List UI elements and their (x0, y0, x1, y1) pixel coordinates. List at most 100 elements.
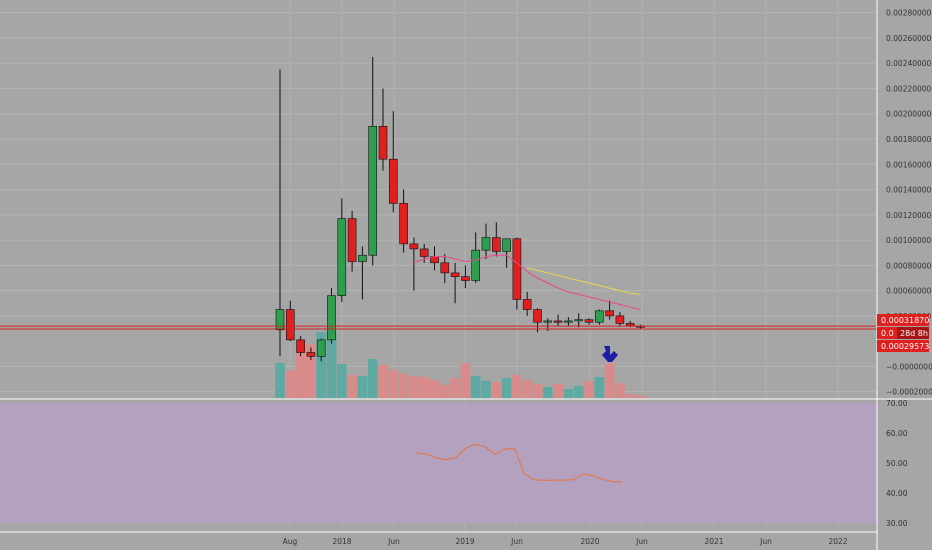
price-tick-label: −0.00000000 (886, 362, 932, 371)
countdown-badge: 28d 8h (900, 329, 928, 338)
ma-short-line (413, 254, 641, 311)
candle-up (502, 238, 511, 252)
volume-bar (357, 376, 368, 398)
volume-bar (398, 374, 409, 398)
time-tick-label: Jun (387, 537, 400, 546)
candle-up (471, 249, 481, 281)
price-tick-label: 0.00220000 (886, 84, 932, 93)
candle-down (347, 218, 357, 262)
candle-down (533, 309, 542, 323)
candle-up (564, 320, 573, 323)
price-tick-label: 0.00100000 (886, 236, 932, 245)
candle-down (553, 320, 563, 323)
candle-down (491, 237, 501, 252)
candle-up (574, 319, 584, 322)
volume-bar (378, 365, 388, 398)
volume-bar (553, 384, 563, 398)
candle-down (625, 323, 635, 327)
candle-up (481, 237, 491, 251)
time-tick-label: Jun (759, 537, 772, 546)
volume-bar (450, 378, 460, 398)
volume-bar (522, 380, 533, 398)
volume-bar (512, 375, 522, 398)
volume-bar (635, 396, 646, 398)
rsi-line (416, 443, 623, 483)
candle-down (399, 203, 408, 245)
price-tick-label: 0.00080000 (886, 261, 932, 270)
rsi-axis[interactable]: 70.00 60.00 50.00 40.00 30.00 (886, 399, 908, 528)
volume-bars (275, 332, 646, 398)
volume-bar (409, 376, 419, 398)
time-tick-label: 2021 (704, 537, 723, 546)
rsi-tick-label: 30.00 (886, 519, 908, 528)
candle-down (378, 126, 388, 160)
price-badge-lower-bg (877, 340, 929, 352)
price-tick-label: 0.00180000 (886, 135, 932, 144)
candle-down (440, 262, 450, 274)
down-arrow-icon (602, 346, 618, 362)
rsi-band (0, 403, 877, 523)
price-tick-label: 0.00060000 (886, 287, 932, 296)
volume-bar (460, 363, 471, 398)
candle-up (543, 320, 553, 323)
volume-bar (295, 344, 306, 398)
volume-bar (429, 380, 440, 398)
volume-bar (347, 375, 357, 398)
volume-bar (275, 363, 285, 398)
volume-bar (615, 383, 625, 398)
candle-down (522, 299, 532, 310)
volume-bar (584, 381, 594, 398)
volume-bar (439, 385, 450, 398)
price-badge-lower: 0.00029573 (881, 342, 929, 351)
time-tick-label: 2022 (828, 537, 847, 546)
price-badges: 0.00031870 0.0 28d 8h 0.00029573 (877, 314, 929, 352)
candle-down (388, 158, 398, 204)
volume-bar (388, 370, 399, 398)
candle-down (285, 309, 295, 341)
candle-up (275, 309, 285, 331)
candle-down (615, 315, 625, 324)
candle-down (512, 238, 522, 300)
price-tick-label: 0.00200000 (886, 110, 932, 119)
candles[interactable] (275, 56, 645, 362)
rsi-tick-label: 70.00 (886, 399, 908, 408)
candle-up (594, 310, 604, 323)
candle-down (584, 319, 594, 323)
time-tick-label: Jun (510, 537, 523, 546)
rsi-tick-label: 40.00 (886, 489, 908, 498)
countdown-prefix: 0.0 (881, 329, 894, 338)
rsi-tick-label: 50.00 (886, 459, 908, 468)
volume-bar (419, 377, 430, 398)
price-lines (0, 325, 877, 330)
rsi-tick-label: 60.00 (886, 429, 908, 438)
candle-down (450, 272, 460, 278)
rsi-line (416, 443, 623, 483)
volume-bar (625, 394, 636, 398)
candle-down (296, 339, 305, 353)
volume-bar (573, 386, 584, 398)
volume-bar (604, 363, 615, 398)
time-axis[interactable]: Aug 2018 Jun 2019 Jun 2020 Jun 2021 Jun 2022 (283, 537, 848, 546)
price-tick-label: 0.00140000 (886, 186, 932, 195)
time-tick-label: 2018 (332, 537, 351, 546)
volume-bar (542, 387, 553, 398)
time-tick-label: 2020 (580, 537, 599, 546)
volume-bar (491, 382, 502, 398)
candle-up (368, 126, 378, 256)
volume-bar (532, 384, 543, 398)
volume-bar (336, 364, 347, 398)
candle-down (605, 310, 614, 317)
time-tick-label: Jun (635, 537, 648, 546)
candle-down (306, 352, 316, 357)
volume-bar (563, 389, 574, 398)
volume-bar (285, 370, 296, 398)
price-tick-label: −0.00020000 (886, 388, 932, 397)
price-tick-label: 0.00160000 (886, 160, 932, 169)
price-badge-upper-bg (877, 314, 929, 326)
volume-bar (501, 378, 512, 398)
volume-bar (470, 376, 481, 398)
volume-bar (594, 377, 605, 398)
volume-bar (481, 381, 491, 398)
